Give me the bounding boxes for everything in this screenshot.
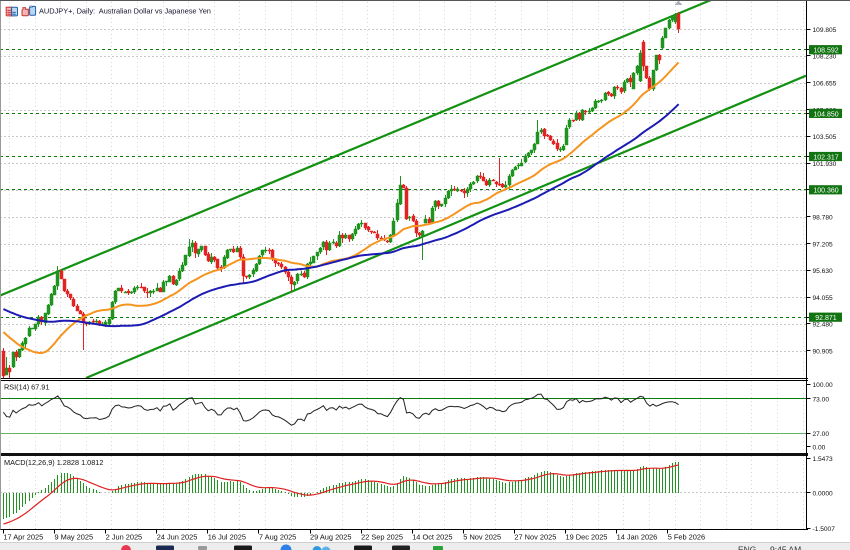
svg-text:14 Jan 2026: 14 Jan 2026 bbox=[617, 533, 658, 542]
svg-text:16 Jul 2025: 16 Jul 2025 bbox=[208, 533, 246, 542]
svg-text:29 Aug 2025: 29 Aug 2025 bbox=[310, 533, 352, 542]
svg-text:92.480: 92.480 bbox=[813, 322, 834, 329]
svg-text:MACD(12,26,9) 1.2828 1.0812: MACD(12,26,9) 1.2828 1.0812 bbox=[4, 458, 103, 467]
svg-text:73.00: 73.00 bbox=[813, 396, 830, 403]
svg-text:95.630: 95.630 bbox=[813, 268, 834, 275]
svg-text:RSI(14) 67.91: RSI(14) 67.91 bbox=[4, 383, 49, 392]
svg-text:22 Sep 2025: 22 Sep 2025 bbox=[361, 533, 403, 542]
svg-text:106.655: 106.655 bbox=[813, 81, 837, 88]
svg-text:92.871: 92.871 bbox=[815, 315, 837, 322]
svg-text:19 Dec 2025: 19 Dec 2025 bbox=[566, 533, 608, 542]
svg-text:7 Aug 2025: 7 Aug 2025 bbox=[259, 533, 296, 542]
svg-text:14 Oct 2025: 14 Oct 2025 bbox=[412, 533, 452, 542]
svg-text:1.5473: 1.5473 bbox=[813, 456, 834, 463]
svg-text:0.0000: 0.0000 bbox=[813, 491, 834, 498]
svg-text:100.00: 100.00 bbox=[813, 382, 834, 389]
svg-text:9 May 2025: 9 May 2025 bbox=[55, 533, 94, 542]
svg-text:97.205: 97.205 bbox=[813, 241, 834, 248]
svg-text:90.905: 90.905 bbox=[813, 349, 834, 356]
svg-text:5 Feb 2026: 5 Feb 2026 bbox=[668, 533, 705, 542]
svg-text:9:45 AM: 9:45 AM bbox=[770, 545, 801, 550]
svg-text:24 Jun 2025: 24 Jun 2025 bbox=[157, 533, 198, 542]
svg-text:AUDJPY+, Daily: Australian Do: AUDJPY+, Daily: Australian Dollar vs Jap… bbox=[39, 7, 211, 16]
svg-text:ENG: ENG bbox=[738, 545, 756, 550]
svg-text:94.055: 94.055 bbox=[813, 295, 834, 302]
svg-text:27.00: 27.00 bbox=[813, 431, 830, 438]
svg-text:108.592: 108.592 bbox=[813, 48, 838, 55]
svg-text:101.930: 101.930 bbox=[813, 161, 837, 168]
svg-text:5 Nov 2025: 5 Nov 2025 bbox=[463, 533, 501, 542]
svg-text:100.360: 100.360 bbox=[813, 188, 838, 195]
svg-text:102.317: 102.317 bbox=[813, 154, 838, 161]
svg-text:109.805: 109.805 bbox=[813, 27, 837, 34]
svg-text:0.00: 0.00 bbox=[813, 445, 826, 452]
svg-text:103.505: 103.505 bbox=[813, 134, 837, 141]
svg-text:27 Nov 2025: 27 Nov 2025 bbox=[514, 533, 556, 542]
svg-text:98.780: 98.780 bbox=[813, 215, 834, 222]
svg-text:104.850: 104.850 bbox=[813, 111, 838, 118]
svg-text:108.230: 108.230 bbox=[813, 54, 837, 61]
svg-text:17 Apr 2025: 17 Apr 2025 bbox=[3, 533, 43, 542]
svg-text:2 Jun 2025: 2 Jun 2025 bbox=[106, 533, 143, 542]
svg-text:-1.5007: -1.5007 bbox=[813, 526, 836, 533]
